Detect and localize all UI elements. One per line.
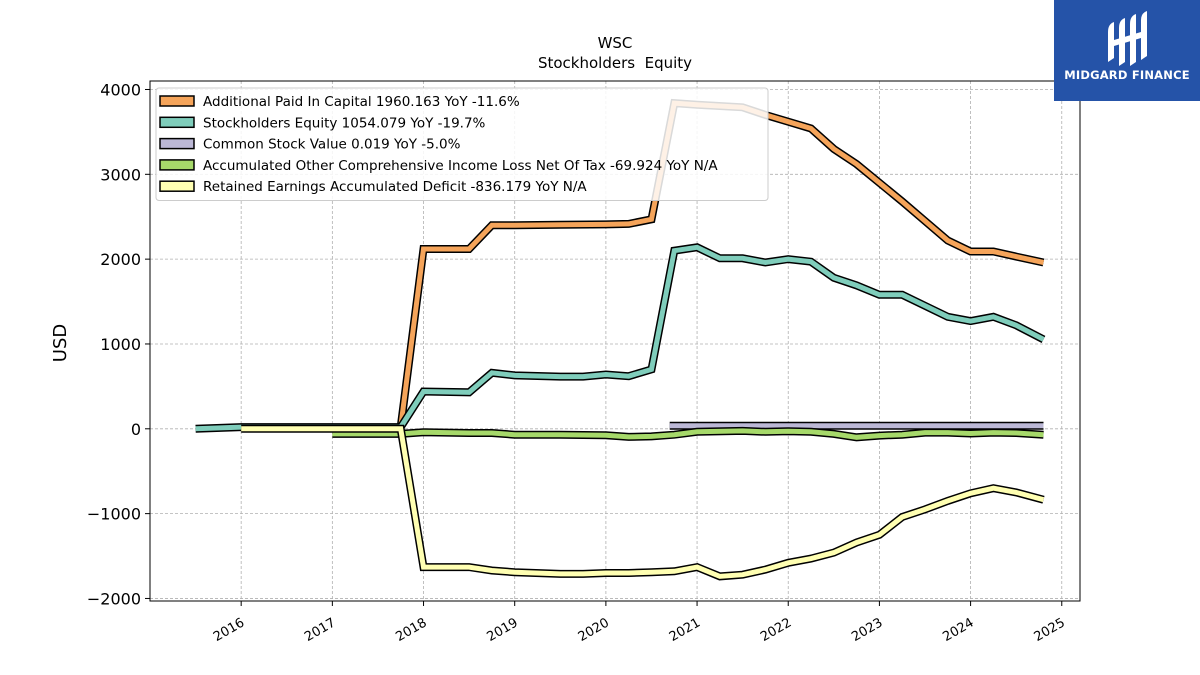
y-tick-label: 2000 — [100, 250, 141, 269]
y-axis-label: USD — [50, 324, 71, 362]
legend-swatch — [159, 180, 195, 192]
x-tick-label: 2021 — [667, 615, 703, 645]
x-tick-label: 2022 — [758, 615, 794, 645]
series-core — [332, 428, 1044, 440]
legend-label: Additional Paid In Capital 1960.163 YoY … — [203, 94, 520, 110]
logo-brand-text: MIDGARD FINANCE — [1064, 68, 1190, 82]
series-core — [241, 426, 1045, 579]
x-tick-label: 2020 — [576, 615, 612, 645]
y-tick-label: 4000 — [100, 80, 141, 99]
x-tick-label: 2023 — [849, 615, 885, 645]
legend-label: Stockholders Equity 1054.079 YoY -19.7% — [203, 115, 486, 131]
x-tick-label: 2024 — [940, 615, 976, 645]
chart-subtitle: Stockholders Equity — [538, 54, 692, 72]
y-tick-label: 1000 — [100, 335, 141, 354]
midgard-logo-icon — [1108, 11, 1147, 66]
y-tick-label: −2000 — [87, 589, 141, 608]
chart-title: WSC — [598, 34, 633, 52]
series-outline — [241, 424, 1045, 581]
x-tick-label: 2017 — [302, 615, 338, 645]
series-outline — [195, 243, 1046, 433]
midgard-finance-logo: MIDGARD FINANCE — [1054, 0, 1200, 101]
x-tick-label: 2016 — [211, 615, 247, 645]
x-tick-label: 2019 — [485, 615, 521, 645]
plot-frame — [149, 80, 1081, 602]
legend-swatch — [159, 137, 195, 150]
legend-label: Accumulated Other Comprehensive Income L… — [203, 158, 718, 174]
series-line-4 — [241, 424, 1045, 581]
series-line-1 — [195, 243, 1046, 433]
legend-box — [155, 87, 769, 201]
legend-label: Retained Earnings Accumulated Deficit -8… — [203, 179, 587, 195]
legend-label: Common Stock Value 0.019 YoY -5.0% — [203, 137, 461, 153]
y-tick-label: 0 — [131, 420, 141, 439]
y-tick-label: 3000 — [100, 165, 141, 184]
legend-swatch — [159, 116, 195, 129]
y-tick-label: −1000 — [87, 505, 141, 524]
series-layer — [195, 98, 1046, 581]
legend: Additional Paid In Capital 1960.163 YoY … — [155, 87, 769, 201]
x-tick-label: 2018 — [393, 615, 429, 645]
legend-swatch — [159, 95, 195, 107]
legend-swatch — [159, 159, 195, 171]
x-tick-label: 2025 — [1032, 615, 1068, 645]
series-line-3 — [332, 426, 1044, 442]
series-core — [195, 244, 1045, 432]
